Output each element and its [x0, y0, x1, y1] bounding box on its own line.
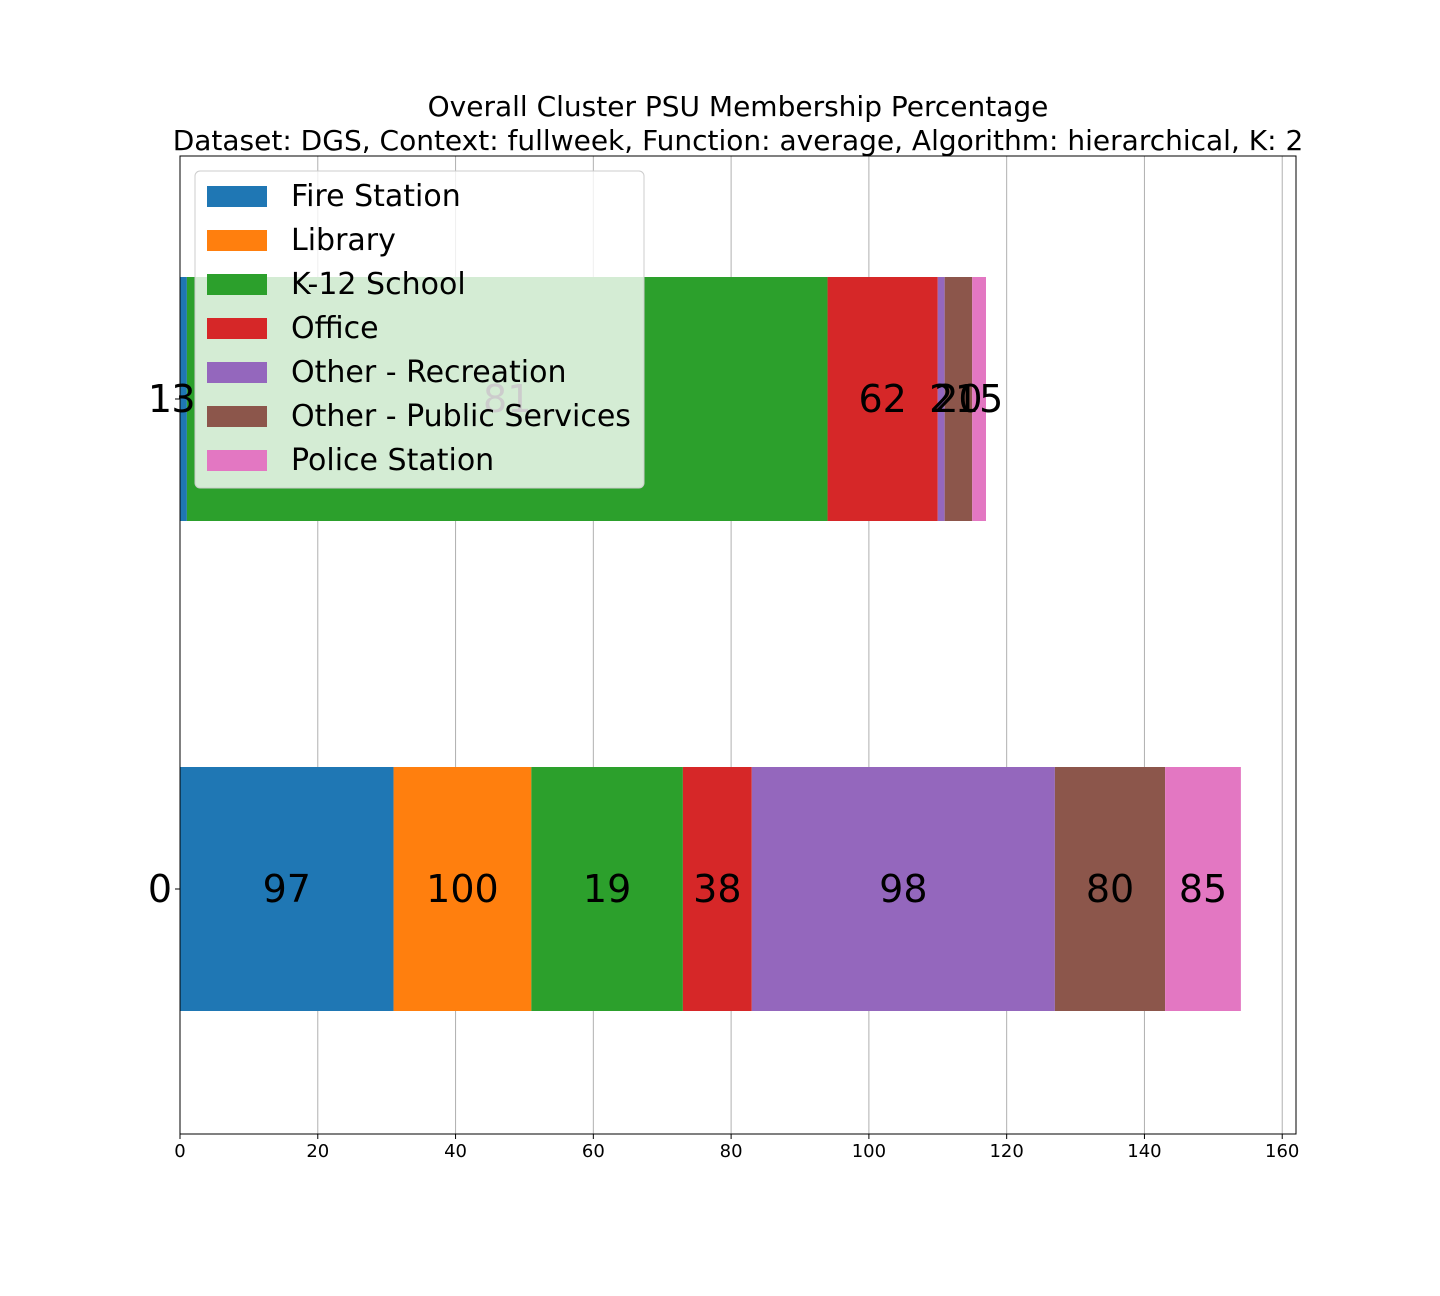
bar-segment [180, 767, 394, 1011]
bar-segment [937, 277, 945, 521]
legend-box [194, 170, 645, 489]
data-label: 98 [879, 867, 927, 911]
x-tick-label: 0 [174, 1141, 185, 1162]
legend-label: Office [291, 311, 379, 346]
chart-title: Overall Cluster PSU Membership Percentag… [428, 90, 1049, 123]
x-axis: 0 20 40 60 80 100 120 140 160 [174, 1134, 1299, 1162]
legend-swatch [207, 362, 267, 383]
data-label: 3 [171, 377, 195, 421]
plot-frame [179, 155, 1297, 1135]
data-label: 15 [955, 377, 1003, 421]
legend-swatch [207, 230, 267, 251]
data-label: 20 [934, 377, 982, 421]
y-tick-label: 0 [148, 867, 172, 911]
x-tick-label: 140 [1127, 1141, 1161, 1162]
legend-swatch [207, 450, 267, 471]
legend-swatch [207, 274, 267, 295]
data-label: 62 [858, 377, 906, 421]
legend-label: Library [291, 223, 396, 258]
y-axis: 01 [148, 377, 180, 911]
x-tick-label: 40 [444, 1141, 467, 1162]
x-tick-label: 160 [1265, 1141, 1299, 1162]
bar-segment [944, 277, 973, 521]
chart-subtitle: Dataset: DGS, Context: fullweek, Functio… [173, 124, 1304, 157]
bar-segment [1054, 767, 1166, 1011]
bar-segment [531, 767, 683, 1011]
data-label: 80 [1086, 867, 1134, 911]
legend-label: Other - Public Services [291, 399, 631, 434]
x-tick-label: 20 [306, 1141, 329, 1162]
legend-swatch [207, 186, 267, 207]
bar-segment [1165, 767, 1241, 1011]
legend-label: K-12 School [291, 267, 466, 302]
y-tick-label: 1 [148, 377, 172, 421]
legend-swatch [207, 406, 267, 427]
legend-label: Fire Station [291, 179, 461, 214]
bar-segment [180, 277, 187, 521]
data-label: 2 [929, 377, 953, 421]
legend-label: Other - Recreation [291, 355, 567, 390]
bar-segment [751, 767, 1055, 1011]
data-label: 97 [263, 867, 311, 911]
legend: Fire Station Library K-12 School Office Othe… [194, 170, 645, 489]
x-tick-label: 120 [989, 1141, 1023, 1162]
x-tick-label: 100 [852, 1141, 886, 1162]
data-label: 19 [583, 867, 631, 911]
data-label: 38 [693, 867, 741, 911]
bar-segment [682, 767, 752, 1011]
x-tick-label: 60 [582, 1141, 605, 1162]
legend-swatch [207, 318, 267, 339]
x-tick-label: 80 [720, 1141, 743, 1162]
data-label: 100 [426, 867, 499, 911]
bar-segment [393, 767, 532, 1011]
legend-label: Police Station [291, 443, 494, 478]
data-label: 85 [1179, 867, 1227, 911]
bar-segment [972, 277, 986, 521]
bar-segment [827, 277, 938, 521]
